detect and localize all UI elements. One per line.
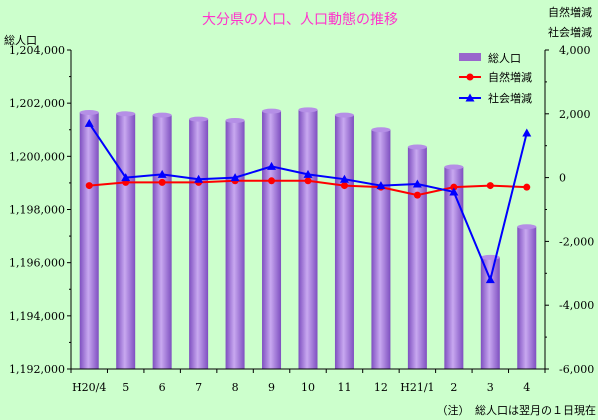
- bar-total-0: [79, 112, 99, 370]
- x-tick-label-9: H21/1: [400, 381, 434, 394]
- x-tick-label-10: 2: [450, 381, 457, 394]
- legend-marker-natural: [466, 73, 474, 81]
- plot-area: 1,192,000 1,194,000 1,196,000 1,198,000 1,20…: [9, 44, 594, 394]
- left-tick-label-3: 1,198,000: [9, 204, 65, 217]
- bar-cap-3: [189, 116, 209, 122]
- bar-total-9: [407, 147, 427, 369]
- left-tick-label-2: 1,196,000: [9, 257, 65, 270]
- point-natural-10: [450, 183, 458, 191]
- left-tick-label-6: 1,204,000: [9, 44, 65, 57]
- x-tick-label-0: H20/4: [72, 381, 106, 394]
- right-tick-label-5: 4,000: [559, 44, 591, 57]
- point-social-1: [121, 173, 131, 182]
- point-social-11: [485, 275, 495, 284]
- right-tick-label-4: 2,000: [559, 108, 591, 121]
- x-tick-label-4: 8: [232, 381, 239, 394]
- legend-label-total: 総人口: [488, 51, 521, 65]
- bar-total-4: [225, 120, 245, 369]
- x-tick-label-7: 11: [337, 381, 351, 394]
- left-tick-label-4: 1,200,000: [9, 150, 65, 163]
- bar-total-5: [262, 111, 282, 370]
- bar-total-11: [480, 257, 500, 369]
- right-axis-label-2: 社会増減: [548, 25, 592, 39]
- x-tick-label-11: 3: [487, 381, 494, 394]
- point-natural-6: [304, 177, 312, 185]
- point-social-6: [303, 169, 313, 178]
- legend-label-social: 社会増減: [488, 91, 532, 105]
- right-axis-label-1: 自然増減: [548, 5, 592, 19]
- left-tick-label-0: 1,192,000: [9, 363, 65, 376]
- point-social-10: [449, 187, 459, 196]
- point-natural-2: [158, 178, 166, 186]
- right-tick-label-1: -4,000: [559, 299, 594, 312]
- x-tick-label-8: 12: [374, 381, 388, 394]
- point-natural-11: [486, 182, 494, 190]
- bar-cap-1: [116, 111, 136, 117]
- right-tick-label-2: -2,000: [559, 235, 594, 248]
- point-social-8: [376, 181, 386, 190]
- x-tick-label-6: 10: [301, 381, 315, 394]
- point-natural-7: [340, 182, 348, 190]
- point-social-5: [267, 161, 277, 170]
- bar-total-6: [298, 109, 318, 369]
- point-natural-9: [413, 191, 421, 199]
- right-tick-label-0: -6,000: [559, 363, 594, 376]
- point-social-4: [230, 173, 240, 182]
- bar-total-1: [116, 113, 136, 369]
- point-social-12: [522, 128, 532, 137]
- point-social-7: [339, 174, 349, 183]
- x-tick-label-1: 5: [122, 381, 129, 394]
- x-tick-label-2: 6: [159, 381, 166, 394]
- bar-cap-7: [334, 112, 354, 118]
- x-tick-label-5: 9: [268, 381, 275, 394]
- footnote: （注） 総人口は翌月の１日現在: [437, 403, 597, 417]
- right-tick-label-3: 0: [559, 172, 566, 185]
- left-axis-label: 総人口: [4, 33, 37, 47]
- point-natural-5: [268, 177, 276, 185]
- chart-title: 大分県の人口、人口動態の推移: [202, 12, 398, 28]
- legend-swatch-total: [459, 53, 481, 61]
- bar-cap-4: [225, 117, 245, 123]
- bar-total-3: [189, 119, 209, 369]
- point-social-0: [84, 118, 94, 127]
- point-natural-0: [85, 182, 93, 190]
- bar-total-2: [152, 115, 172, 369]
- bar-total-12: [517, 226, 537, 369]
- left-tick-label-5: 1,202,000: [9, 97, 65, 110]
- bar-cap-0: [79, 109, 99, 115]
- bar-total-10: [444, 166, 464, 369]
- bar-cap-9: [407, 144, 427, 150]
- bar-cap-10: [444, 164, 464, 170]
- point-social-9: [412, 179, 422, 188]
- point-social-3: [194, 174, 204, 183]
- x-tick-label-12: 4: [523, 381, 530, 394]
- bar-cap-5: [262, 108, 282, 114]
- bar-total-8: [371, 129, 391, 369]
- legend-label-natural: 自然増減: [488, 70, 532, 84]
- bar-cap-12: [517, 224, 537, 230]
- bar-cap-8: [371, 127, 391, 133]
- bar-cap-2: [152, 112, 172, 118]
- legend: 総人口 自然増減 社会増減: [459, 51, 532, 105]
- left-tick-label-1: 1,194,000: [9, 310, 65, 323]
- point-natural-12: [523, 183, 531, 191]
- legend-marker-social: [465, 93, 475, 102]
- point-social-2: [157, 169, 167, 178]
- x-tick-label-3: 7: [195, 381, 202, 394]
- bar-total-7: [334, 115, 354, 369]
- bar-cap-6: [298, 107, 318, 113]
